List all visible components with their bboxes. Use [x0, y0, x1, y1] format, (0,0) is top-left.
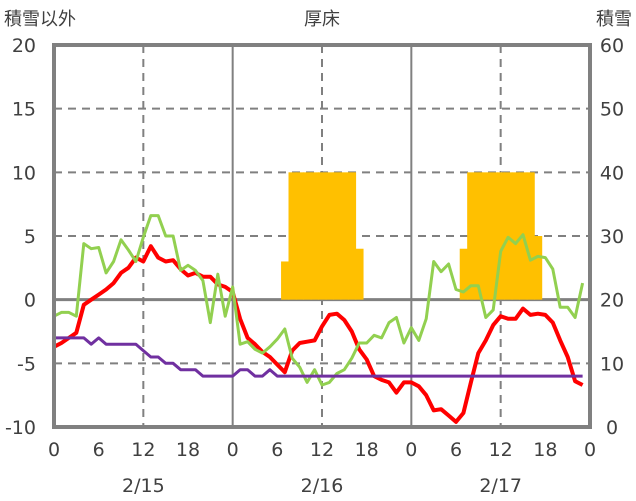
snow-bar	[355, 248, 364, 300]
series-line-purple	[54, 336, 583, 378]
y-right-tick-label: 20	[600, 290, 624, 312]
snow-bar	[511, 172, 520, 300]
y-right-tick-label: 50	[600, 99, 624, 121]
snow-bar	[340, 172, 349, 300]
y-right-tick-label: 10	[600, 353, 624, 375]
y-left-tick-label: 5	[24, 226, 36, 248]
left-axis-title: 積雪以外	[4, 9, 76, 30]
date-label: 2/15	[122, 475, 165, 497]
snow-bar	[534, 236, 543, 300]
y-right-tick-label: 40	[600, 162, 624, 184]
series-line-red	[53, 244, 584, 424]
y-right-tick-label: 60	[600, 35, 624, 57]
snow-bar	[474, 172, 483, 300]
snow-bar	[318, 172, 327, 300]
snow-bar	[348, 172, 357, 300]
snow-bar	[482, 172, 491, 300]
snow-bar	[310, 172, 319, 300]
x-tick-label: 0	[227, 439, 239, 461]
x-tick-label: 6	[93, 439, 105, 461]
x-tick-label: 18	[533, 439, 557, 461]
x-tick-label: 0	[584, 439, 596, 461]
snow-bar	[281, 261, 290, 300]
snow-bar	[325, 172, 334, 300]
x-tick-label: 0	[405, 439, 417, 461]
x-tick-label: 12	[489, 439, 513, 461]
snow-bar	[288, 172, 297, 300]
date-label: 2/16	[301, 475, 344, 497]
snow-bar	[526, 172, 535, 300]
x-tick-label: 18	[176, 439, 200, 461]
snow-bar	[333, 172, 342, 300]
plot-frame	[52, 43, 592, 429]
y-left-tick-label: 20	[12, 35, 36, 57]
date-label: 2/17	[479, 475, 522, 497]
right-axis-title: 積雪	[596, 9, 632, 30]
snow-bar	[295, 172, 304, 300]
snow-bar	[496, 172, 505, 300]
y-left-tick-label: -5	[17, 353, 36, 375]
y-left-tick-label: 15	[12, 99, 36, 121]
snow-bar	[459, 248, 468, 300]
chart-title: 厚床	[304, 9, 340, 30]
snow-bar	[489, 172, 498, 300]
y-left-tick-label: 10	[12, 162, 36, 184]
y-left-tick-label: -10	[5, 417, 36, 439]
snow-bar	[467, 172, 476, 300]
x-tick-label: 6	[450, 439, 462, 461]
y-right-tick-label: 30	[600, 226, 624, 248]
x-tick-label: 0	[48, 439, 60, 461]
y-left-tick-label: 0	[24, 290, 36, 312]
x-tick-label: 6	[271, 439, 283, 461]
snow-bar	[303, 172, 312, 300]
x-tick-label: 12	[131, 439, 155, 461]
x-tick-label: 18	[355, 439, 379, 461]
x-tick-label: 12	[310, 439, 334, 461]
y-right-tick-label: 0	[606, 417, 618, 439]
